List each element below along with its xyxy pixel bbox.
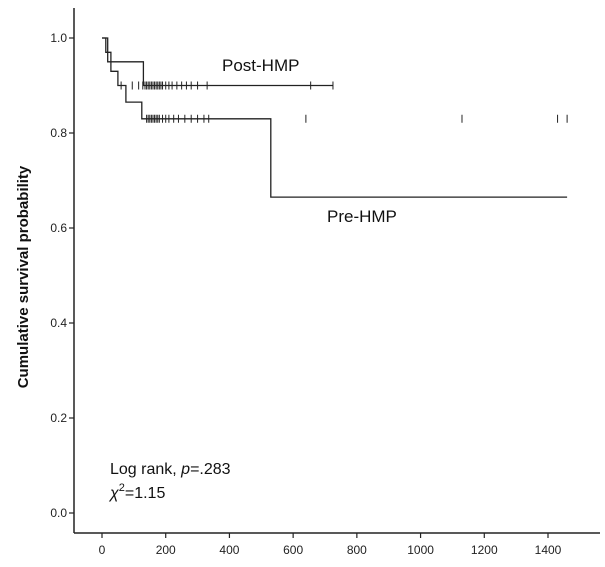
chi-symbol: χ [108,485,119,502]
x-tick-label: 400 [219,543,239,557]
y-tick-label: 0.8 [50,126,67,140]
series-pre-hmp [102,37,568,198]
x-tick-label: 1200 [471,543,498,557]
p-value: =.283 [190,461,231,478]
y-tick-label: 0.0 [50,506,67,520]
x-tick-label: 200 [156,543,176,557]
y-tick-label: 0.4 [50,316,67,330]
y-axis-ticks: 0.0 0.2 0.4 0.6 0.8 1.0 [50,31,74,520]
axes [73,8,600,534]
p-symbol: p [180,461,190,478]
x-tick-label: 1000 [407,543,434,557]
chi-value: =1.15 [125,485,166,502]
chi-superscript: 2 [119,482,125,494]
series-label-post-hmp: Post-HMP [222,56,299,75]
log-rank-prefix: Log rank, [110,461,181,478]
x-tick-label: 0 [99,543,106,557]
x-tick-label: 600 [283,543,303,557]
series-layer [102,37,568,198]
survival-curve-post-hmp [102,37,333,87]
y-axis-label: Cumulative survival probability [15,165,32,388]
x-axis-ticks: 0 200 400 600 800 1000 1200 1400 [99,533,562,557]
chi-square-annotation: χ2=1.15 [108,482,165,502]
series-label-pre-hmp: Pre-HMP [327,207,397,226]
y-tick-label: 0.6 [50,221,67,235]
log-rank-annotation: Log rank, p=.283 [110,461,231,478]
survival-curve-pre-hmp [102,37,568,198]
x-tick-label: 800 [347,543,367,557]
y-tick-label: 0.2 [50,411,67,425]
x-tick-label: 1400 [535,543,562,557]
y-tick-label: 1.0 [50,31,67,45]
